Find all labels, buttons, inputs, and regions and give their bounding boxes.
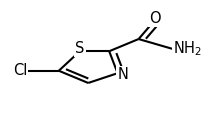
Text: NH$_2$: NH$_2$ <box>173 39 202 58</box>
Text: S: S <box>75 41 84 56</box>
Text: N: N <box>117 67 128 82</box>
Text: Cl: Cl <box>13 63 27 78</box>
Text: O: O <box>150 11 161 26</box>
